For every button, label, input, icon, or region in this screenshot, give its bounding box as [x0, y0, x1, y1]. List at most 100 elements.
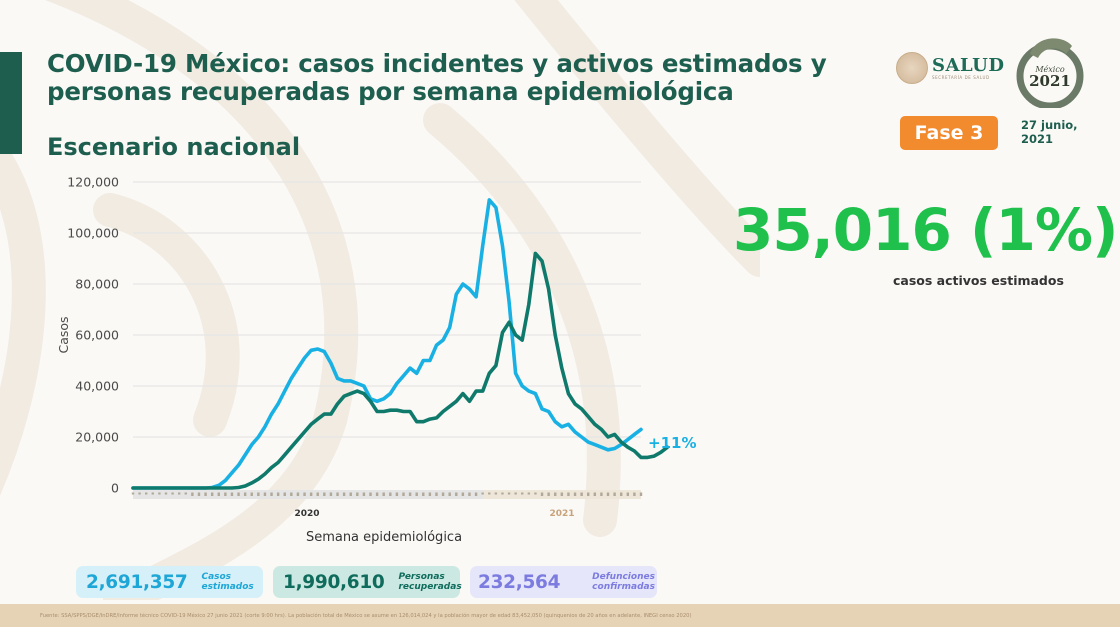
stat-defunciones-confirmadas: 232,564 Defunciones confirmadas	[470, 566, 657, 598]
x-tick	[474, 492, 478, 496]
series-casos-activos-line	[131, 251, 670, 490]
x-tick	[250, 492, 253, 496]
trend-annotation: +11%	[648, 434, 696, 452]
y-tick-label: 40,000	[75, 379, 119, 394]
x-tick	[197, 492, 201, 496]
x-tick	[455, 492, 458, 496]
y-axis-ticks: 0 20,000 40,000 60,000 80,000 100,000 120,000	[67, 175, 119, 496]
y-tick-label: 120,000	[67, 175, 119, 190]
x-axis-week-ticks	[131, 492, 643, 496]
x-tick	[580, 492, 583, 496]
x-tick	[283, 492, 286, 496]
stat-casos-estimados: 2,691,357 Casos estimados	[76, 566, 263, 598]
stat-value: 232,564	[478, 571, 561, 593]
x-tick	[237, 492, 240, 496]
x-tick	[243, 492, 247, 496]
series-casos-incidentes-line	[131, 198, 643, 490]
active-cases-headline: 35,016 (1%)	[733, 196, 1118, 264]
x-tick	[382, 492, 385, 496]
x-tick	[303, 492, 306, 496]
x-tick	[270, 492, 273, 496]
footer-source: Fuente: SSA/SPPS/DGE/InDRE/Informe técni…	[0, 604, 1120, 627]
x-tick	[263, 492, 267, 496]
x-tick	[613, 492, 616, 496]
x-tick	[164, 492, 168, 495]
x-tick	[620, 492, 623, 496]
mexico-2021-logo-icon: México 2021	[1016, 38, 1084, 108]
y-tick-label: 20,000	[75, 430, 119, 445]
x-tick	[633, 492, 636, 496]
x-tick	[144, 492, 148, 495]
x-tick	[448, 492, 451, 496]
x-tick	[587, 492, 590, 496]
x-tick	[369, 492, 372, 496]
x-tick	[573, 492, 577, 496]
x-axis-band-2020	[133, 490, 483, 499]
stat-label: Personas recuperadas	[398, 572, 462, 592]
title-accent-bar	[0, 52, 22, 154]
stat-label: Defunciones confirmadas	[592, 572, 655, 592]
x-tick	[461, 492, 465, 496]
x-tick	[415, 492, 418, 496]
x-tick	[375, 492, 379, 496]
x-tick	[177, 492, 181, 495]
x-tick	[600, 492, 603, 496]
report-date: 27 junio, 2021	[1021, 118, 1078, 146]
x-tick	[138, 492, 141, 495]
line-chart: 020,00040,00060,00080,000100,000120,000 …	[56, 175, 696, 546]
x-tick	[540, 492, 544, 496]
y-axis-label: Casos	[56, 316, 71, 353]
x-tick	[626, 492, 630, 496]
x-tick	[435, 492, 438, 496]
chart-series	[131, 198, 670, 490]
y-tick-label: 80,000	[75, 277, 119, 292]
x-tick	[501, 492, 504, 495]
x-tick	[217, 492, 220, 496]
x-tick	[521, 492, 524, 495]
x-tick	[184, 492, 187, 495]
x-tick	[554, 492, 557, 496]
x-tick	[494, 492, 498, 495]
x-tick	[316, 492, 319, 496]
x-tick	[428, 492, 432, 496]
x-tick	[356, 492, 359, 496]
date-line-1: 27 junio,	[1021, 118, 1078, 132]
x-tick	[329, 492, 333, 496]
x-tick	[131, 492, 135, 495]
y-tick-label: 60,000	[75, 328, 119, 343]
x-tick	[204, 492, 207, 496]
x-tick	[527, 492, 531, 495]
x-tick	[342, 492, 346, 496]
x-tick	[230, 492, 234, 496]
x-tick	[290, 492, 293, 496]
x-tick	[296, 492, 300, 496]
x-axis-year-2021: 2021	[549, 509, 574, 519]
x-tick	[362, 492, 366, 496]
x-tick	[257, 492, 260, 496]
title-line-2: personas recuperadas por semana epidemio…	[47, 77, 734, 106]
x-tick	[395, 492, 399, 496]
date-line-2: 2021	[1021, 132, 1054, 146]
x-tick	[534, 492, 537, 495]
x-tick	[402, 492, 405, 496]
x-tick	[639, 492, 643, 496]
active-cases-caption: casos activos estimados	[893, 273, 1064, 288]
x-tick	[560, 492, 564, 496]
svg-text:México: México	[1034, 65, 1064, 74]
x-tick	[514, 492, 517, 495]
y-tick-label: 100,000	[67, 226, 119, 241]
salud-logo: SALUD SECRETARÍA DE SALUD	[896, 52, 1004, 84]
x-tick	[323, 492, 326, 496]
x-tick	[422, 492, 425, 496]
x-tick	[441, 492, 445, 496]
x-tick	[158, 492, 161, 495]
x-axis-label: Semana epidemiológica	[306, 530, 462, 545]
stat-value: 1,990,610	[283, 571, 385, 593]
page-subtitle: Escenario nacional	[47, 133, 301, 161]
source-note: Fuente: SSA/SPPS/DGE/InDRE/Informe técni…	[40, 612, 692, 619]
x-tick	[171, 492, 174, 495]
svg-text:2021: 2021	[1029, 72, 1071, 90]
x-tick	[606, 492, 610, 496]
x-tick	[389, 492, 392, 496]
salud-wordmark: SALUD	[932, 54, 1005, 76]
